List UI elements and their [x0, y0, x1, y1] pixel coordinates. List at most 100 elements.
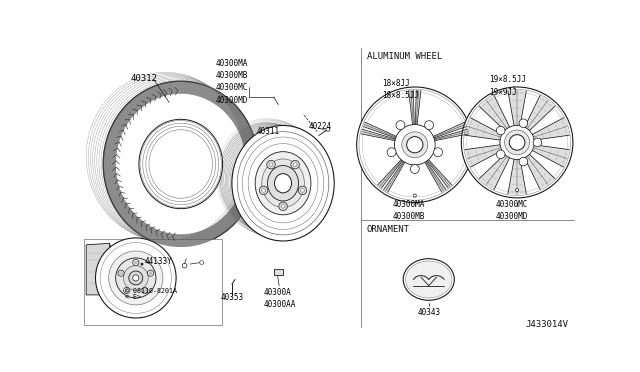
Ellipse shape: [268, 166, 298, 201]
Circle shape: [134, 261, 138, 264]
Polygon shape: [415, 90, 421, 125]
Polygon shape: [508, 159, 526, 195]
Circle shape: [533, 138, 541, 147]
Circle shape: [279, 202, 287, 211]
Polygon shape: [479, 154, 509, 189]
Circle shape: [129, 271, 143, 285]
Circle shape: [293, 163, 297, 167]
Circle shape: [125, 289, 128, 292]
Ellipse shape: [232, 125, 334, 241]
Circle shape: [410, 164, 419, 173]
Text: 40224: 40224: [308, 122, 332, 131]
Circle shape: [141, 263, 143, 265]
Circle shape: [142, 287, 148, 294]
Polygon shape: [532, 118, 570, 140]
Circle shape: [291, 160, 300, 169]
Circle shape: [281, 204, 285, 208]
Text: 40353: 40353: [221, 294, 244, 302]
Circle shape: [413, 194, 417, 197]
Polygon shape: [525, 95, 555, 131]
Text: 40300MA
40300MB
40300MC
40300MD: 40300MA 40300MB 40300MC 40300MD: [216, 58, 248, 105]
Polygon shape: [479, 95, 509, 131]
Circle shape: [200, 261, 204, 264]
Circle shape: [143, 289, 147, 292]
Polygon shape: [432, 128, 463, 140]
Polygon shape: [465, 145, 502, 167]
Circle shape: [461, 87, 573, 198]
Text: ORNAMENT: ORNAMENT: [367, 225, 410, 234]
Polygon shape: [413, 94, 416, 126]
Circle shape: [504, 130, 529, 155]
Polygon shape: [435, 129, 468, 141]
Circle shape: [116, 258, 156, 298]
Ellipse shape: [275, 174, 292, 193]
Circle shape: [301, 189, 305, 192]
Ellipse shape: [255, 152, 311, 215]
Polygon shape: [408, 90, 414, 125]
Circle shape: [402, 132, 428, 158]
Polygon shape: [425, 161, 446, 192]
Polygon shape: [525, 154, 555, 189]
Circle shape: [425, 121, 434, 129]
Circle shape: [387, 148, 396, 157]
Circle shape: [269, 163, 273, 167]
Circle shape: [298, 186, 307, 195]
Circle shape: [394, 125, 435, 165]
Circle shape: [509, 135, 525, 150]
Circle shape: [500, 125, 534, 160]
Text: 40300MA
40300MB: 40300MA 40300MB: [392, 200, 425, 221]
Polygon shape: [425, 159, 445, 186]
Polygon shape: [363, 122, 396, 138]
Circle shape: [124, 266, 148, 290]
Text: 19×8.5JJ
19×9JJ: 19×8.5JJ 19×9JJ: [489, 76, 526, 97]
Ellipse shape: [403, 259, 454, 300]
Text: 40312: 40312: [131, 74, 157, 83]
Polygon shape: [384, 159, 404, 186]
Circle shape: [132, 275, 139, 281]
Ellipse shape: [103, 81, 259, 247]
Circle shape: [118, 270, 124, 276]
Circle shape: [147, 270, 154, 276]
Circle shape: [149, 272, 152, 275]
Circle shape: [262, 189, 266, 192]
Polygon shape: [383, 161, 404, 192]
Circle shape: [497, 150, 505, 158]
Circle shape: [326, 128, 330, 131]
Circle shape: [519, 157, 527, 166]
Circle shape: [267, 160, 275, 169]
Polygon shape: [465, 118, 502, 140]
Polygon shape: [433, 122, 467, 138]
Text: 40300A
40300AA: 40300A 40300AA: [264, 288, 296, 309]
Text: © 08110-8201A: © 08110-8201A: [125, 288, 177, 294]
Polygon shape: [366, 128, 397, 140]
Polygon shape: [361, 129, 396, 141]
Polygon shape: [378, 160, 403, 188]
Circle shape: [259, 186, 268, 195]
Circle shape: [356, 87, 473, 202]
Polygon shape: [427, 160, 452, 188]
Circle shape: [109, 251, 163, 305]
Circle shape: [132, 260, 139, 266]
Circle shape: [182, 263, 187, 268]
Text: 40311: 40311: [257, 127, 280, 136]
Circle shape: [519, 119, 527, 128]
Ellipse shape: [406, 261, 452, 298]
Text: ALUMINUM WHEEL: ALUMINUM WHEEL: [367, 52, 442, 61]
Ellipse shape: [262, 159, 305, 208]
Polygon shape: [532, 145, 570, 167]
Bar: [274, 269, 283, 275]
Text: < E>: < E>: [125, 294, 141, 300]
Circle shape: [95, 238, 176, 318]
Circle shape: [497, 126, 505, 135]
Polygon shape: [508, 90, 526, 126]
Circle shape: [120, 272, 123, 275]
Polygon shape: [86, 243, 113, 295]
Circle shape: [433, 148, 442, 157]
Circle shape: [124, 287, 130, 294]
Bar: [84, 239, 222, 325]
Circle shape: [396, 121, 405, 129]
Text: 44133Y: 44133Y: [145, 257, 172, 266]
Ellipse shape: [139, 119, 223, 209]
Circle shape: [516, 189, 518, 192]
Circle shape: [406, 137, 423, 153]
